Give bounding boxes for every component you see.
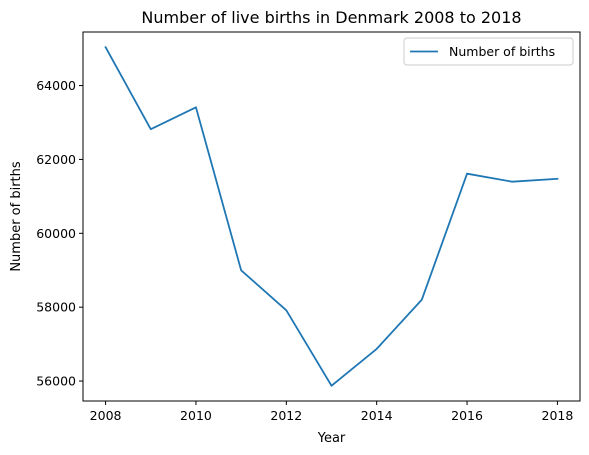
- y-tick-label: 64000: [36, 78, 76, 93]
- y-axis: 56000 58000 60000 62000 64000: [36, 78, 83, 389]
- x-tick-label: 2008: [90, 408, 122, 423]
- y-tick-label: 56000: [36, 374, 76, 389]
- x-tick-label: 2014: [361, 408, 393, 423]
- y-tick-label: 60000: [36, 226, 76, 241]
- legend-label-number-of-births: Number of births: [449, 44, 555, 59]
- y-tick-label: 58000: [36, 300, 76, 315]
- y-axis-label: Number of births: [9, 161, 24, 272]
- legend-box: [403, 37, 574, 66]
- x-tick-label: 2010: [180, 408, 212, 423]
- chart-title: Number of live births in Denmark 2008 to…: [141, 8, 521, 27]
- x-axis: 2008 2010 2012 2014 2016 2018: [90, 401, 574, 423]
- legend: Number of births: [403, 37, 574, 66]
- plot-area: [82, 31, 581, 402]
- x-tick-label: 2016: [451, 408, 483, 423]
- x-tick-label: 2018: [542, 408, 574, 423]
- series-line-0: [104, 45, 559, 387]
- plot-frame: [82, 31, 581, 402]
- y-tick-label: 62000: [36, 152, 76, 167]
- x-tick-label: 2012: [270, 408, 302, 423]
- x-axis-label: Year: [317, 431, 346, 446]
